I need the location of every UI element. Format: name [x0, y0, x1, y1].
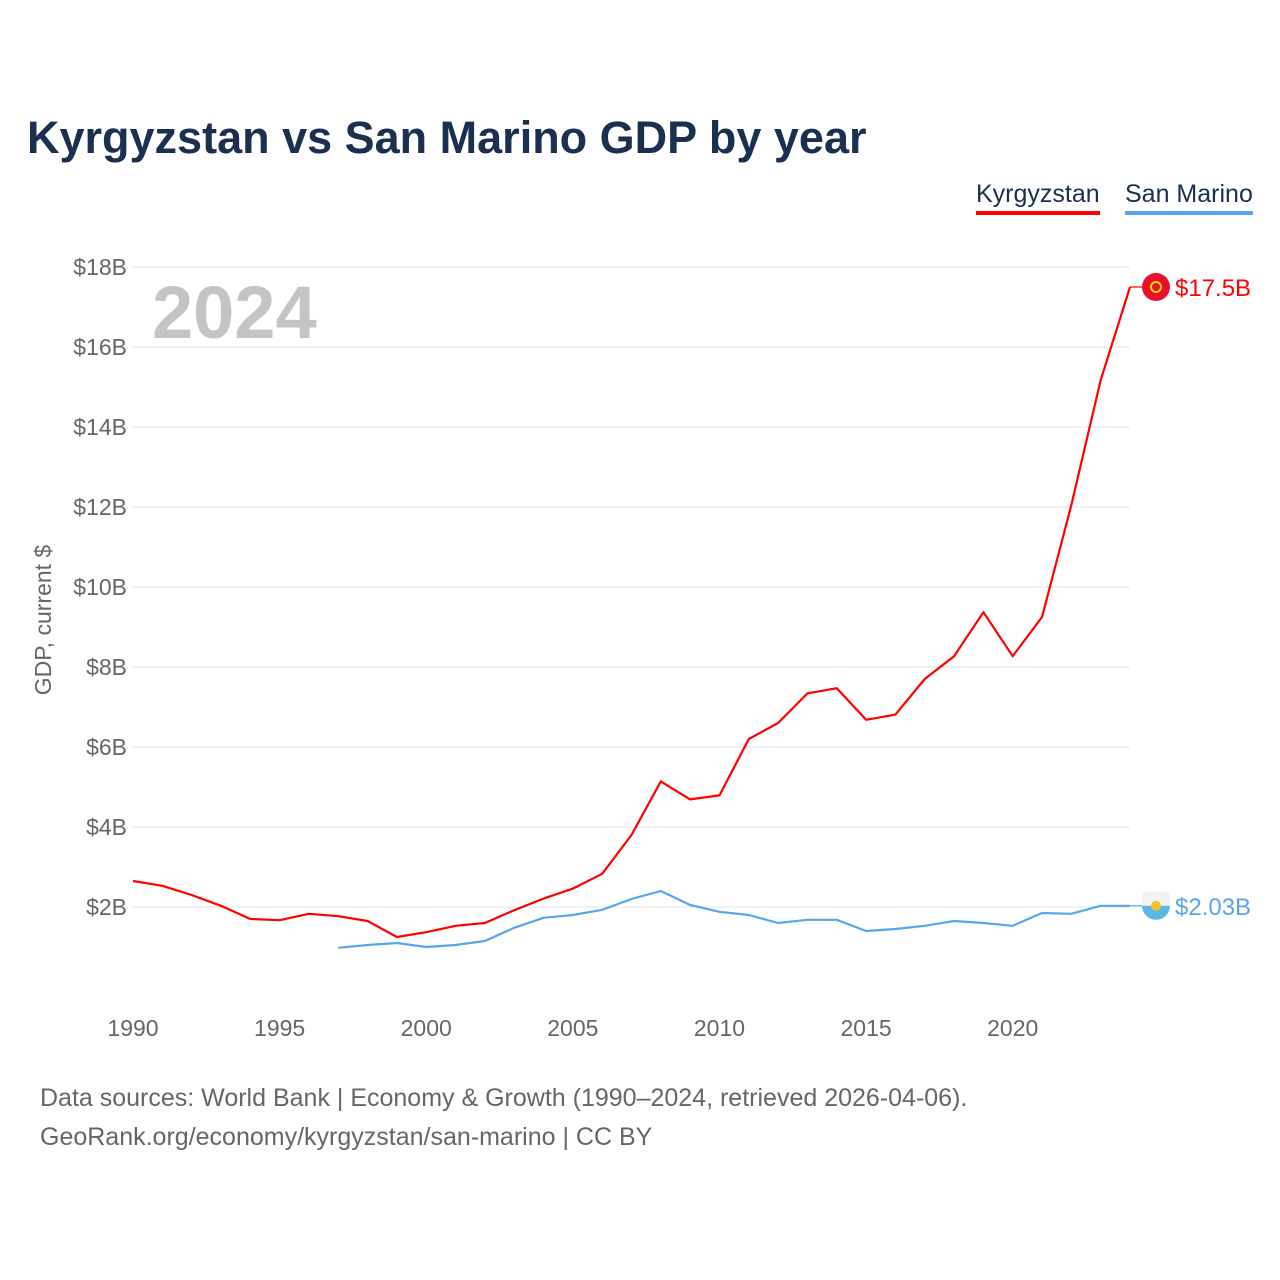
x-tick-label: 2010: [694, 1015, 745, 1041]
legend-kyrgyzstan[interactable]: Kyrgyzstan: [976, 180, 1100, 215]
flag-white-half: [1142, 891, 1170, 906]
chart-title: Kyrgyzstan vs San Marino GDP by year: [27, 112, 867, 163]
x-tick-label: 1990: [107, 1015, 158, 1041]
series-line-kyrgyzstan[interactable]: [132, 286, 1132, 939]
y-tick-label: $16B: [73, 334, 127, 360]
y-tick-label: $6B: [86, 734, 127, 760]
x-tick-label: 2000: [401, 1015, 452, 1041]
x-tick-label: 2015: [841, 1015, 892, 1041]
y-tick-label: $8B: [86, 654, 127, 680]
legend-san-marino[interactable]: San Marino: [1125, 180, 1253, 215]
y-tick-label: $12B: [73, 494, 127, 520]
flag-icon: [1142, 273, 1170, 301]
y-tick-label: $2B: [86, 894, 127, 920]
source-line-2[interactable]: GeoRank.org/economy/kyrgyzstan/san-marin…: [40, 1123, 653, 1151]
source-line-1: Data sources: World Bank | Economy & Gro…: [40, 1084, 968, 1112]
sun-icon: [1150, 281, 1162, 293]
x-tick-label: 1995: [254, 1015, 305, 1041]
y-tick-label: $14B: [73, 414, 127, 440]
x-tick-label: 2020: [987, 1015, 1038, 1041]
y-tick-label: $10B: [73, 574, 127, 600]
series-line-san-marino[interactable]: [338, 889, 1130, 949]
y-tick-label: $4B: [86, 814, 127, 840]
year-watermark: 2024: [152, 271, 317, 354]
end-value-label: $17.5B: [1175, 275, 1251, 302]
y-tick-label: $18B: [73, 254, 127, 280]
emblem-icon: [1151, 900, 1161, 911]
y-axis-label: GDP, current $: [30, 545, 56, 696]
end-value-label: $2.03B: [1175, 894, 1251, 921]
x-tick-label: 2005: [547, 1015, 598, 1041]
